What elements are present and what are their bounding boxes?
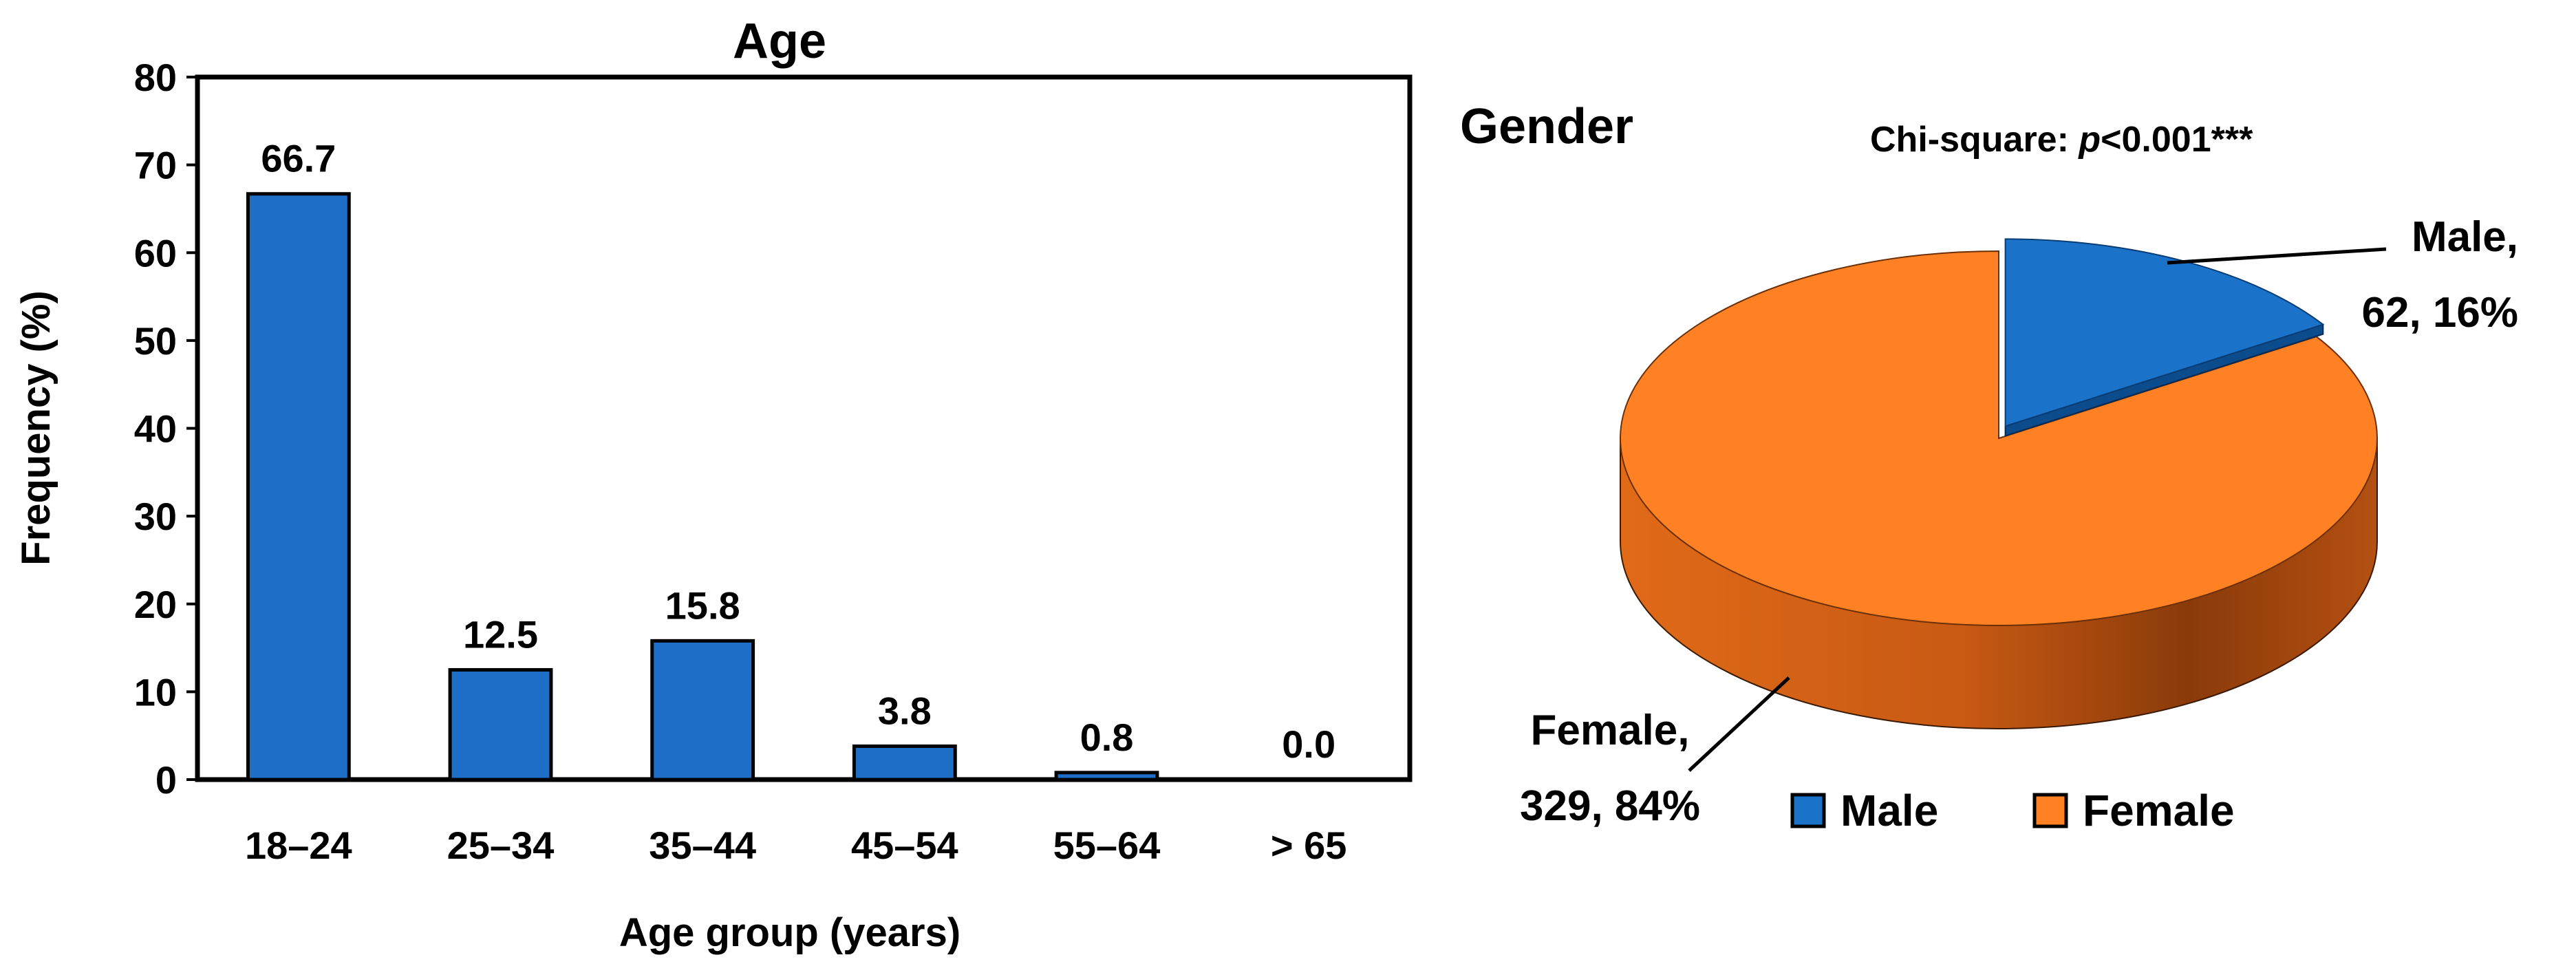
- x-axis-title: Age group (years): [619, 910, 960, 955]
- male-leader-line: [2167, 247, 2387, 265]
- x-tick-label: > 65: [1271, 824, 1347, 867]
- x-tick-label: 18–24: [245, 824, 352, 867]
- female-slice: [1620, 250, 2378, 626]
- pie-slices: [1620, 238, 2378, 729]
- female-legend-swatch: [2032, 793, 2068, 828]
- chi-square-suffix: <0.001***: [2101, 120, 2253, 160]
- pie-slice-labels: Male, 62, 16% Female, 329, 84%: [1520, 213, 2518, 830]
- bar-value-labels: 66.7 12.5 15.8 3.8 0.8 0.0: [261, 137, 1335, 766]
- female-leader-line: [1688, 676, 1790, 772]
- plot-area: [195, 74, 1413, 782]
- bar-2: [448, 667, 553, 782]
- bar-4: [852, 744, 957, 782]
- age-bar-chart: Age 0 10 20 30 40 50 60 70 80 66.7 12.5 15.8 3.8 0.8…: [14, 14, 1413, 955]
- bar-1: [246, 192, 351, 782]
- x-tick-label: 45–54: [851, 824, 958, 867]
- bar-chart-title: Age: [733, 14, 826, 69]
- female-label-line1: Female,: [1531, 707, 1690, 754]
- y-tick-label: 60: [134, 231, 177, 275]
- gender-pie-chart: Gender Chi-square: p<0.001*** Male, 62, 1…: [1460, 99, 2518, 835]
- pie-chart-title: Gender: [1460, 99, 1633, 154]
- male-label-line1: Male,: [2412, 213, 2518, 261]
- y-axis-ticks: 0 10 20 30 40 50 60 70 80: [134, 56, 197, 802]
- y-tick-label: 0: [155, 758, 177, 802]
- bar-value-label: 0.8: [1080, 716, 1134, 759]
- bar-value-label: 12.5: [463, 612, 538, 656]
- x-tick-label: 35–44: [649, 824, 756, 867]
- pie-leader-lines: [1688, 247, 2387, 772]
- y-axis-title: Frequency (%): [14, 290, 58, 566]
- bar-value-label: 0.0: [1282, 722, 1335, 766]
- y-tick-label: 40: [134, 407, 177, 451]
- bars: [246, 192, 1159, 782]
- x-axis-ticks: 18–24 25–34 35–44 45–54 55–64 > 65: [245, 824, 1346, 867]
- bar-3: [650, 639, 755, 782]
- y-tick-label: 20: [134, 583, 177, 626]
- bar-value-label: 66.7: [261, 137, 336, 180]
- chi-square-p: p: [2077, 120, 2101, 160]
- male-legend-label: Male: [1840, 786, 1938, 835]
- y-tick-label: 70: [134, 144, 177, 187]
- chi-square-annotation: Chi-square: p<0.001***: [1870, 120, 2253, 160]
- chi-square-prefix: Chi-square:: [1870, 120, 2079, 160]
- male-label-line2: 62, 16%: [2361, 289, 2518, 336]
- y-tick-label: 30: [134, 495, 177, 538]
- bar-5: [1054, 771, 1159, 782]
- bar-value-label: 3.8: [878, 689, 932, 733]
- bar-value-label: 15.8: [665, 583, 740, 627]
- y-tick-label: 10: [134, 670, 177, 714]
- y-tick-label: 80: [134, 56, 177, 99]
- y-tick-label: 50: [134, 319, 177, 363]
- pie-legend: Male Female: [1790, 786, 2235, 835]
- female-legend-label: Female: [2083, 786, 2235, 835]
- x-tick-label: 55–64: [1053, 824, 1161, 867]
- male-legend-swatch: [1790, 793, 1826, 828]
- female-label-line2: 329, 84%: [1520, 782, 1700, 830]
- x-tick-label: 25–34: [447, 824, 555, 867]
